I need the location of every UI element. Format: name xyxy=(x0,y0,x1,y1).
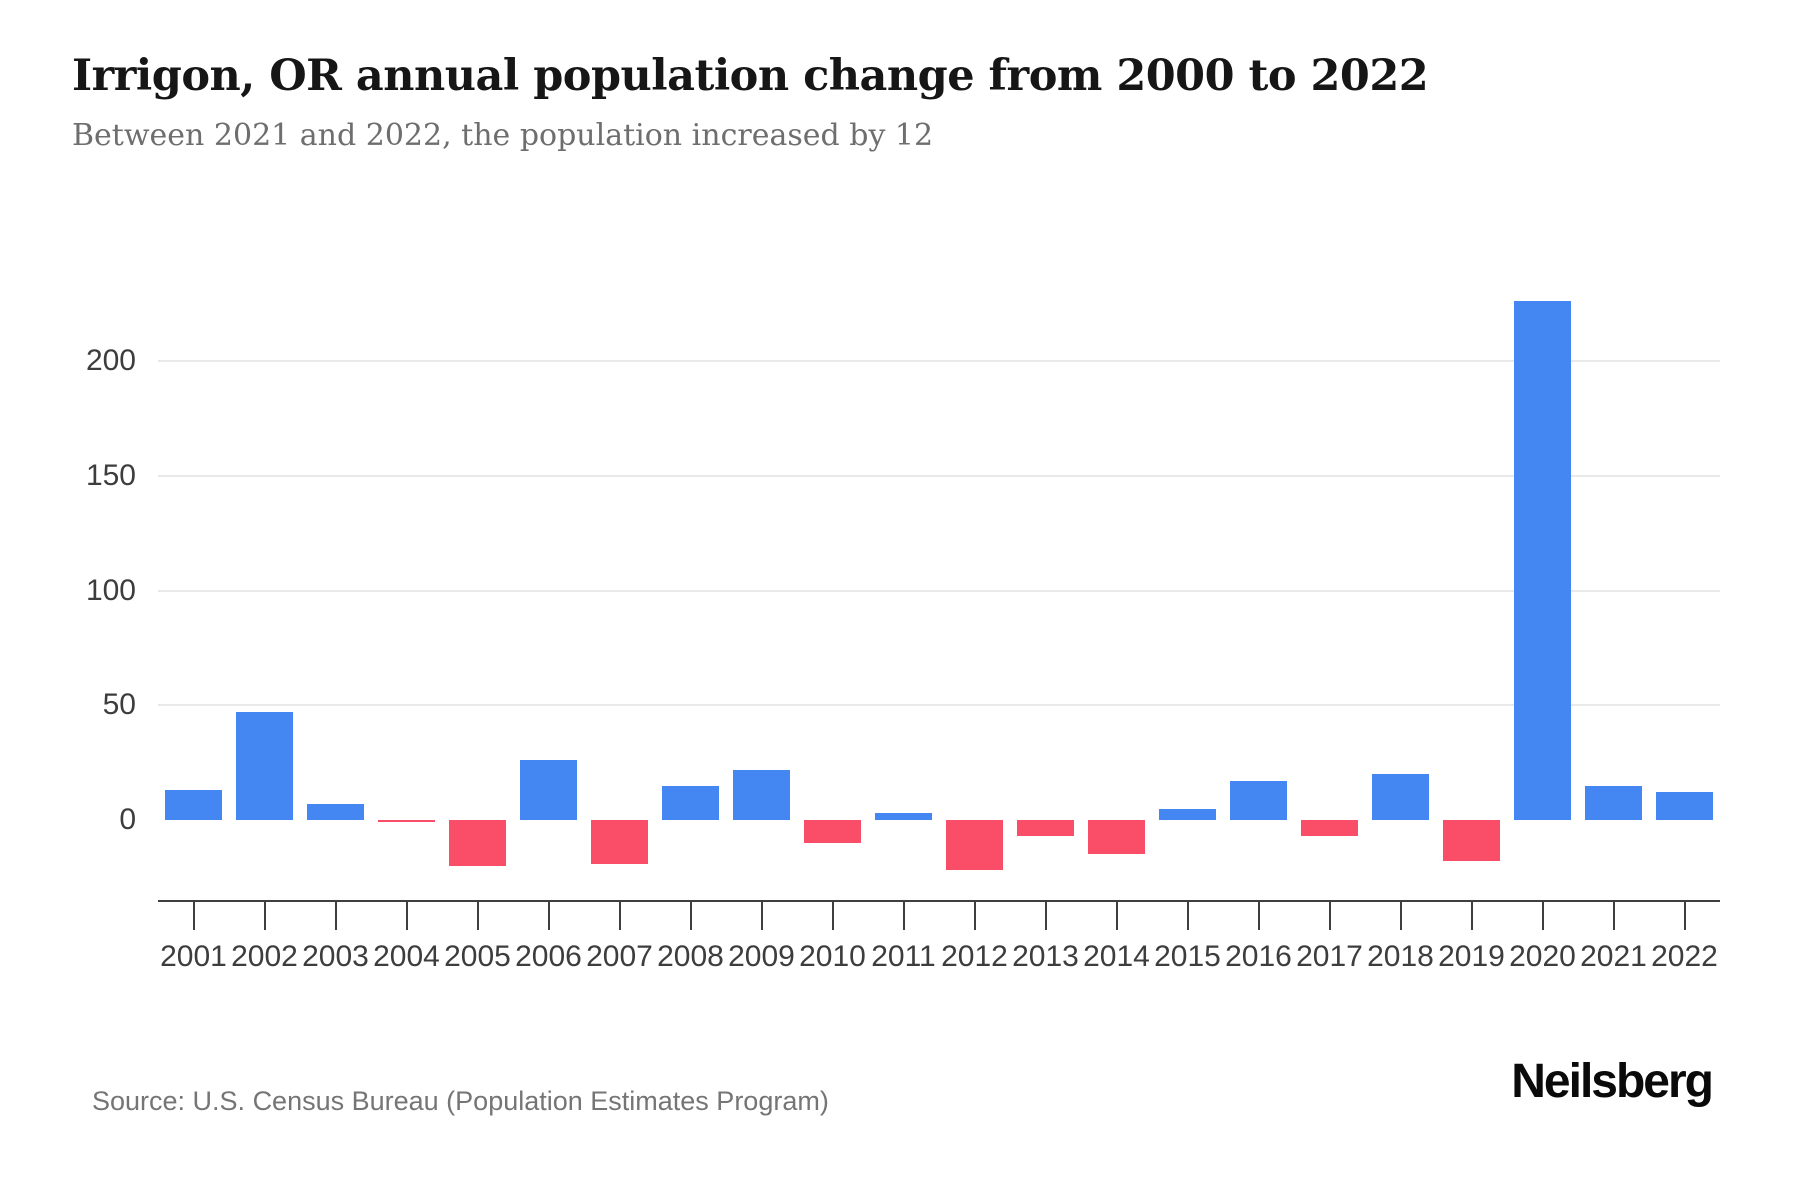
x-axis-tick-label: 2005 xyxy=(444,940,511,973)
x-axis-tick xyxy=(1612,902,1615,930)
x-axis-tick xyxy=(547,902,550,930)
bar-2017[interactable] xyxy=(1301,820,1358,836)
bar-2014[interactable] xyxy=(1088,820,1145,854)
x-axis-line xyxy=(158,900,1720,902)
x-axis-tick-label: 2017 xyxy=(1296,940,1363,973)
x-axis-tick-label: 2021 xyxy=(1580,940,1647,973)
bar-2022[interactable] xyxy=(1656,792,1713,820)
x-axis-tick xyxy=(476,902,479,930)
gridline-200 xyxy=(158,360,1720,362)
x-axis-tick xyxy=(689,902,692,930)
x-axis-tick xyxy=(760,902,763,930)
chart-subtitle: Between 2021 and 2022, the population in… xyxy=(72,118,934,153)
x-axis-tick-label: 2001 xyxy=(160,940,227,973)
source-note: Source: U.S. Census Bureau (Population E… xyxy=(92,1086,829,1116)
x-axis-tick-label: 2008 xyxy=(657,940,724,973)
x-axis-tick-label: 2012 xyxy=(941,940,1008,973)
y-axis-tick-label: 200 xyxy=(85,344,136,377)
x-axis-tick-label: 2010 xyxy=(799,940,866,973)
bar-2018[interactable] xyxy=(1372,774,1429,820)
x-axis-tick-label: 2022 xyxy=(1651,940,1718,973)
bar-2019[interactable] xyxy=(1443,820,1500,861)
x-axis-tick-label: 2006 xyxy=(515,940,582,973)
x-axis-tick xyxy=(405,902,408,930)
x-axis-tick xyxy=(192,902,195,930)
x-axis-tick xyxy=(1683,902,1686,930)
x-axis-tick-label: 2018 xyxy=(1367,940,1434,973)
bar-2003[interactable] xyxy=(307,804,364,820)
x-axis-tick xyxy=(334,902,337,930)
bar-2001[interactable] xyxy=(165,790,222,820)
plot-area: 0 50 100 150 200 2001 2002 2003 2004 2005 2006 2007… xyxy=(86,250,1720,973)
x-axis-tick xyxy=(1399,902,1402,930)
x-axis-tick-label: 2013 xyxy=(1012,940,1079,973)
x-axis-tick-label: 2009 xyxy=(728,940,795,973)
x-axis-tick xyxy=(1115,902,1118,930)
x-axis-tick xyxy=(831,902,834,930)
x-axis-tick xyxy=(1186,902,1189,930)
x-axis-tick xyxy=(1541,902,1544,930)
y-axis-tick-label: 50 xyxy=(102,688,136,722)
y-axis-tick-label: 100 xyxy=(85,573,136,607)
gridline-50 xyxy=(158,704,1720,707)
neilsberg-logo: Neilsberg xyxy=(1511,1055,1714,1108)
gridline-100 xyxy=(158,589,1720,592)
bar-2021[interactable] xyxy=(1585,786,1642,820)
bar-2009[interactable] xyxy=(733,770,790,820)
x-axis-tick xyxy=(902,902,905,930)
x-axis-tick xyxy=(973,902,976,930)
y-axis-tick-label: 150 xyxy=(85,458,136,492)
bar-2008[interactable] xyxy=(662,786,719,820)
y-axis-tick-label: 0 xyxy=(119,803,136,836)
x-axis-tick-label: 2011 xyxy=(871,940,936,973)
bar-2005[interactable] xyxy=(449,820,506,866)
x-axis-tick-label: 2004 xyxy=(373,940,440,973)
x-axis-tick xyxy=(1470,902,1473,930)
bar-2012[interactable] xyxy=(946,820,1003,870)
x-axis-tick xyxy=(1044,902,1047,930)
x-axis-tick xyxy=(263,902,266,930)
x-axis-tick-label: 2016 xyxy=(1225,940,1292,973)
bar-2002[interactable] xyxy=(236,712,293,820)
x-axis-tick-label: 2003 xyxy=(302,940,369,973)
bar-2004[interactable] xyxy=(378,820,435,822)
page-title: Irrigon, OR annual population change fro… xyxy=(72,51,1429,101)
x-axis-tick xyxy=(1257,902,1260,930)
x-axis-tick-label: 2015 xyxy=(1154,940,1221,973)
x-axis-tick xyxy=(1328,902,1331,930)
x-axis-tick-label: 2020 xyxy=(1509,940,1576,973)
x-axis-tick-label: 2002 xyxy=(231,940,298,973)
bar-2016[interactable] xyxy=(1230,781,1287,820)
bar-2013[interactable] xyxy=(1017,820,1074,836)
x-axis-tick-label: 2014 xyxy=(1083,940,1150,973)
bar-2020[interactable] xyxy=(1514,301,1571,820)
bar-2011[interactable] xyxy=(875,813,932,820)
x-axis-tick-label: 2007 xyxy=(586,940,653,973)
gridline-150 xyxy=(158,474,1720,477)
bar-2007[interactable] xyxy=(591,820,648,864)
x-axis-tick xyxy=(618,902,621,930)
bar-2015[interactable] xyxy=(1159,809,1216,820)
x-axis-tick-label: 2019 xyxy=(1438,940,1505,973)
bar-2006[interactable] xyxy=(520,760,577,820)
bar-2010[interactable] xyxy=(804,820,861,843)
